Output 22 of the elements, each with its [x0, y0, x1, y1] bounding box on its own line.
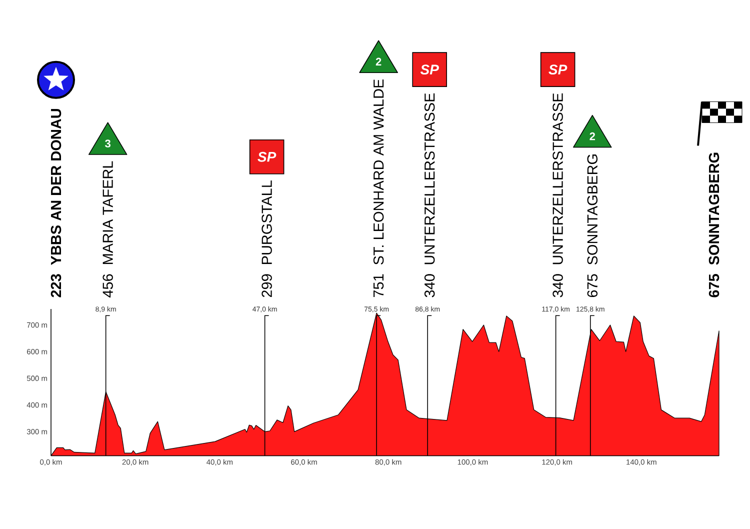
text: SP	[548, 64, 568, 75]
text: YBBS AN DER DONAU	[50, 109, 62, 265]
text: ST. LEONHARD AM WALDE	[373, 79, 384, 265]
text: 456	[102, 274, 113, 298]
text: 299	[262, 274, 272, 298]
text: 2	[590, 132, 595, 140]
text: SP	[258, 152, 276, 162]
text: 751	[374, 274, 384, 298]
text: 3	[105, 140, 110, 148]
text: 340	[424, 274, 435, 298]
text: 2	[376, 58, 382, 66]
text: UNTERZELLERSTRASSE	[552, 93, 563, 264]
text: PURGSTALL	[262, 180, 272, 264]
text: MARIA TAFERL	[102, 161, 113, 264]
text: 675	[587, 274, 598, 298]
text: SONNTAGBERG	[708, 152, 720, 265]
text: 223	[50, 274, 62, 298]
text: SP	[420, 64, 439, 75]
text: 340	[552, 274, 563, 298]
text: SONNTAGBERG	[587, 154, 598, 265]
text: UNTERZELLERSTRASSE	[424, 93, 435, 264]
text: 675	[708, 274, 720, 298]
